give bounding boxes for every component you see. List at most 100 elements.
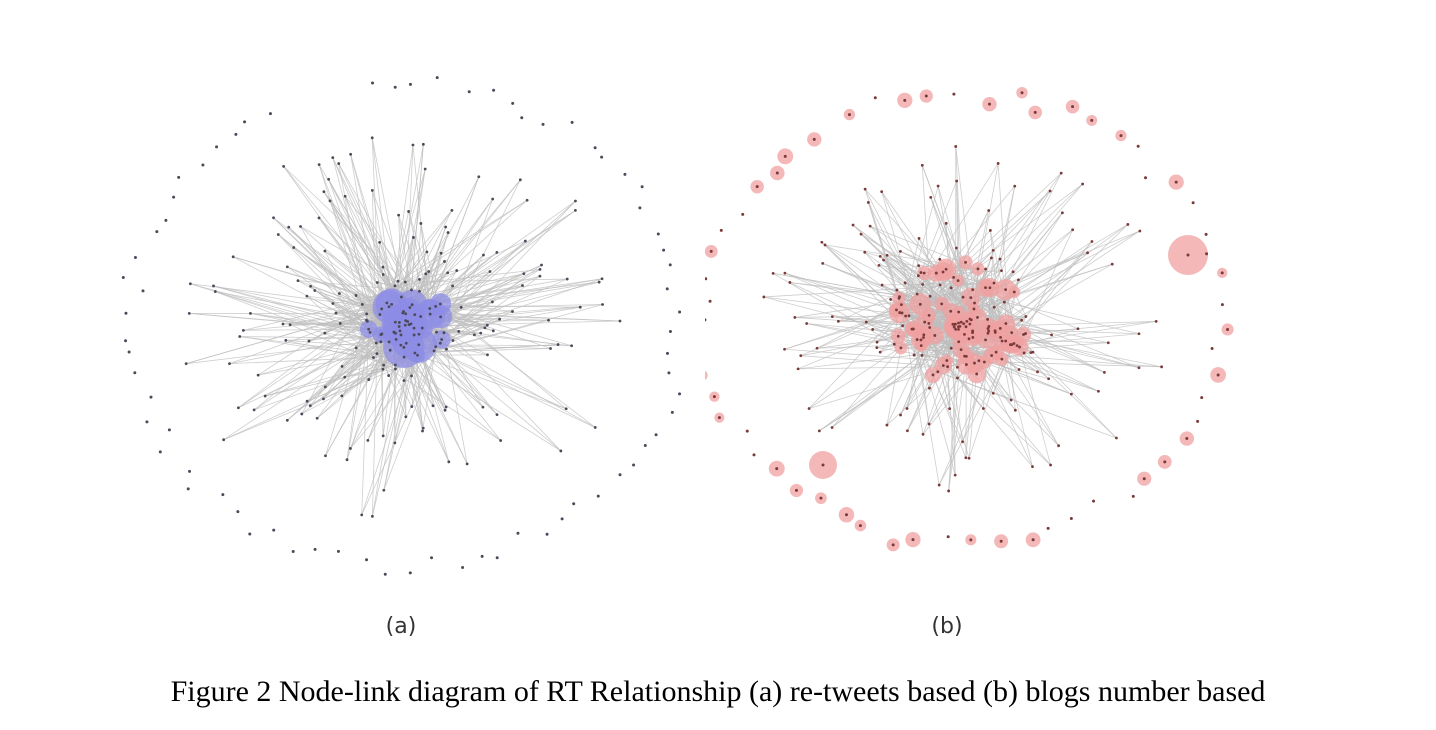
node-dot [381,434,385,438]
node-dot [340,394,344,398]
node-dot [949,309,953,313]
node-dot [971,336,975,339]
isolated-node [812,137,816,141]
node-dot [365,312,369,316]
edge [223,352,416,441]
node-dot [1004,288,1008,292]
node-dot [323,331,327,335]
node-dot [485,323,489,327]
node-dot [986,331,990,335]
isolated-node [969,538,973,542]
node-dot [916,274,920,278]
node-dot [815,346,819,350]
node-dot [511,310,514,313]
node-dot [388,348,392,352]
isolated-node [654,433,658,437]
isolated-node [643,444,647,448]
isolated-node [461,565,465,569]
isolated-node [520,116,524,120]
node-dot [238,335,242,338]
node-dot [525,198,529,202]
node-dot [821,261,825,265]
isolated-node [665,287,669,291]
node-dot [820,240,824,244]
node-dot [911,327,915,331]
node-dot [1015,344,1019,347]
node-dot [292,246,296,249]
node-dot [523,239,527,243]
isolated-node [133,256,137,260]
node-dot [425,250,429,254]
edge [954,230,1141,328]
node-dot [400,295,403,299]
node-dot [459,305,463,309]
node-dot [866,201,870,204]
node-dot [793,316,797,319]
node-dot [971,288,975,292]
node-dot [1137,332,1141,336]
isolated-node [752,453,756,457]
node-dot [830,315,834,318]
isolated-node [1205,252,1209,256]
edge [942,271,951,409]
isolated-node [177,175,181,179]
node-dot [439,251,443,255]
node-dot [954,322,957,326]
node-dot [896,334,900,338]
node-dot [249,311,252,315]
edge [923,337,984,409]
node-dot [917,264,921,268]
node-dot [236,406,240,410]
edge [420,223,431,315]
edge [945,223,974,290]
node-dot [957,310,961,314]
edge [969,212,1063,325]
node-dot [933,334,937,337]
isolated-node [705,277,708,281]
edge [955,146,975,304]
edge [403,200,576,358]
node-dot [465,462,469,466]
node-dot [382,488,386,492]
node-dot [988,286,992,290]
node-dot [941,364,945,367]
edge [335,281,406,314]
node-dot [907,314,911,318]
node-dot [410,405,414,408]
node-dot [912,353,916,357]
node-dot [380,307,384,311]
node-dot [868,224,872,228]
edge [912,328,940,486]
node-dot [212,284,215,288]
node-dot [1002,300,1006,304]
node-dot [300,412,304,416]
isolated-node [903,98,907,102]
node-dot [823,243,827,247]
node-dot [919,338,923,342]
node-dot [394,338,398,341]
node-dot [1154,320,1158,323]
node-dot [918,302,922,306]
node-dot [393,284,397,288]
edge [290,302,387,326]
node-dot [762,295,766,299]
isolated-node [794,488,798,492]
node-dot [412,333,416,337]
isolated-node [596,494,600,498]
node-dot [986,327,990,330]
isolated-node [952,92,956,96]
node-dot [976,267,980,271]
edge [258,353,377,376]
node-dot [305,294,309,298]
node-dot [443,408,447,412]
node-dot [1004,322,1008,325]
node-dot [404,341,408,345]
node-dot [323,249,327,253]
node-dot [420,326,424,330]
node-dot [450,208,454,212]
isolated-node [1196,419,1200,423]
edge [953,276,1079,330]
node-dot [1048,189,1052,193]
edge [987,212,1063,329]
edge [937,185,972,298]
